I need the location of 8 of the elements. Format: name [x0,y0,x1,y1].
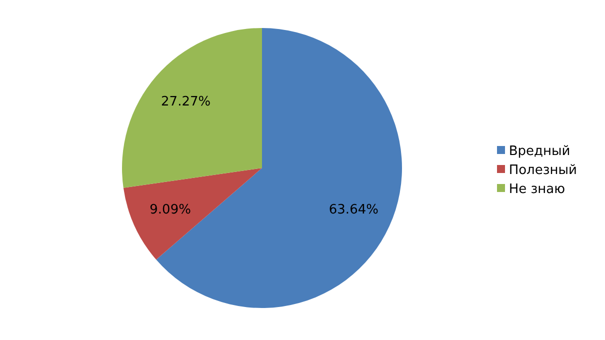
legend-label: Полезный [508,162,577,178]
data-label: 63.64% [328,202,378,218]
pie-slice [122,28,262,188]
data-label: 9.09% [150,202,191,218]
data-label: 27.27% [161,94,211,110]
legend-label: Вредный [508,144,570,158]
pie-slice [123,168,262,260]
legend-label: Не знаю [508,182,566,196]
